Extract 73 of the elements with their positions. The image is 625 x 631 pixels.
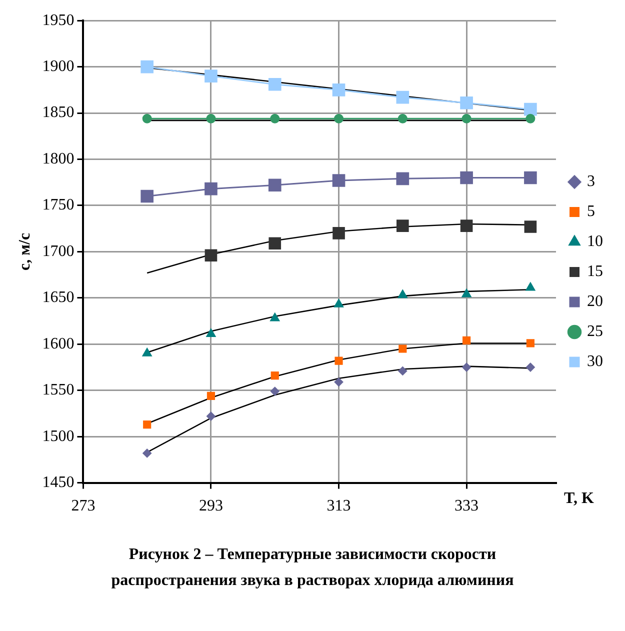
point: [142, 348, 152, 356]
x-tick-label: 313: [326, 498, 351, 515]
point: [462, 114, 472, 124]
x-tick-label: 333: [454, 498, 479, 515]
point: [206, 114, 216, 124]
point: [142, 114, 152, 124]
point: [332, 227, 345, 240]
point: [396, 220, 409, 232]
point: [334, 356, 343, 365]
point: [398, 114, 408, 124]
point: [462, 362, 472, 372]
text: Рисунок 2 – Температурные зависимости скорости распространения звука в растворах хлорида алюминия: [110, 545, 515, 591]
y-tick-label: 1800: [42, 150, 74, 168]
x-tick-label: 293: [198, 498, 223, 515]
point: [462, 288, 472, 298]
y-tick-label: 1600: [42, 335, 74, 352]
x-tick-label: 273: [71, 498, 96, 515]
y-tick-label: 1450: [42, 474, 74, 492]
point: [460, 220, 473, 232]
point: [524, 220, 537, 233]
legend-label: 25: [587, 323, 603, 340]
y-axis-title: с, м/с: [16, 232, 34, 270]
point: [462, 336, 471, 344]
point: [332, 174, 346, 187]
point: [332, 84, 346, 96]
point: [206, 328, 216, 337]
y-tick-label: 1500: [42, 428, 74, 445]
point: [140, 190, 154, 203]
point: [206, 412, 216, 421]
y-tick-label: 1900: [42, 58, 74, 76]
legend-label: 5: [587, 203, 595, 220]
point: [460, 96, 473, 110]
y-tick-label: 1850: [42, 104, 74, 122]
legend-label: 10: [587, 233, 603, 250]
point: [396, 90, 410, 104]
point: [270, 372, 279, 380]
legend-label: 30: [587, 353, 603, 370]
point: [524, 171, 537, 184]
legend-label: 3: [587, 173, 595, 190]
point: [268, 78, 282, 91]
point: [334, 114, 344, 124]
point: [526, 362, 535, 372]
point: [460, 171, 473, 184]
point: [398, 290, 408, 298]
point: [140, 60, 154, 74]
point: [143, 420, 152, 429]
point: [270, 114, 280, 124]
y-tick-label: 1750: [42, 196, 74, 214]
point: [270, 386, 280, 396]
legend-label: 20: [587, 293, 603, 310]
point: [206, 392, 216, 400]
point: [204, 70, 218, 82]
point: [526, 114, 536, 124]
legend-label: 15: [587, 263, 603, 280]
point: [334, 378, 344, 387]
point: [398, 366, 408, 376]
y-tick-label: 1700: [42, 242, 74, 260]
point: [204, 249, 218, 262]
point: [398, 344, 407, 353]
y-tick-label: 1950: [42, 12, 74, 29]
y-tick-label: 1650: [42, 289, 74, 306]
point: [396, 172, 410, 186]
point: [270, 312, 280, 322]
y-tick-label: 1550: [42, 382, 74, 399]
point: [142, 448, 152, 458]
point: [268, 237, 282, 250]
point: [204, 182, 218, 196]
point: [526, 282, 536, 291]
x-axis-title: T, K: [564, 490, 594, 507]
point: [524, 102, 537, 116]
point: [268, 178, 282, 192]
point: [334, 298, 344, 308]
point: [526, 339, 534, 348]
